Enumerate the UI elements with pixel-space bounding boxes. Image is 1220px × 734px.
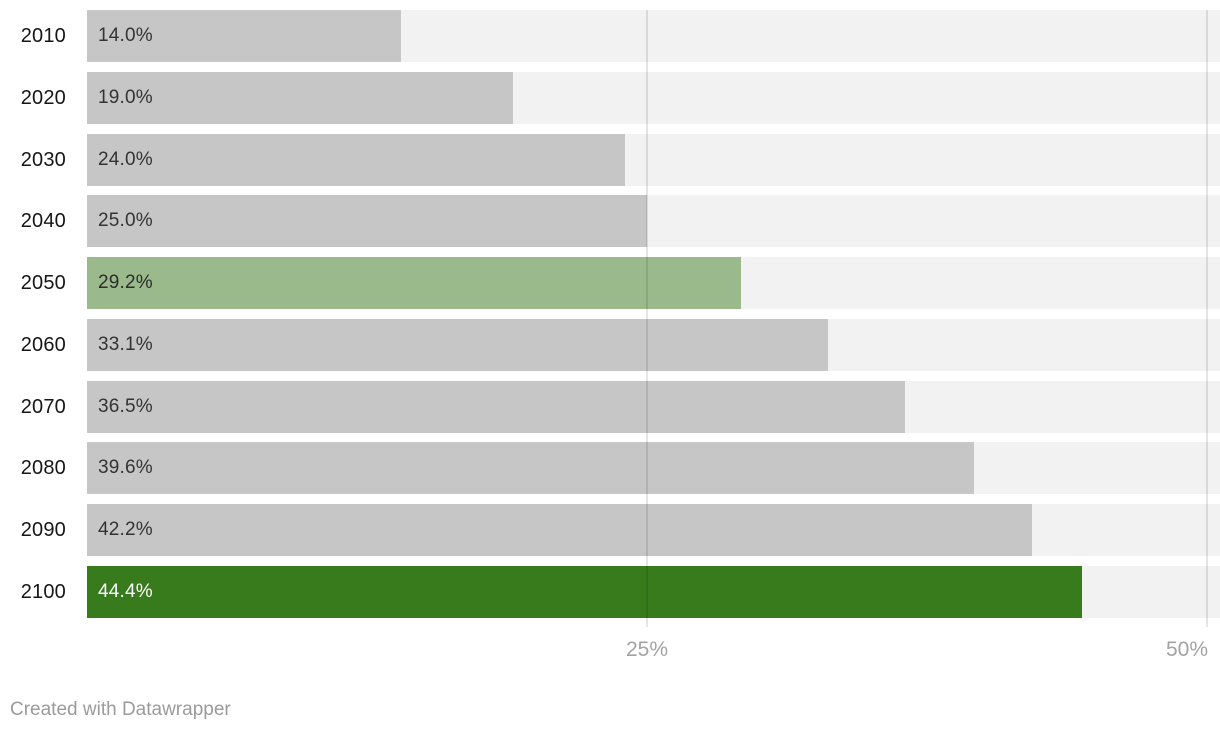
- value-label: 44.4%: [98, 581, 153, 602]
- value-label: 36.5%: [98, 396, 153, 417]
- bar-track: 29.2%: [87, 257, 1220, 309]
- bar-track: 25.0%: [87, 195, 1220, 247]
- bar-track: 14.0%: [87, 10, 1220, 62]
- bar-row-2020: 2020 19.0%: [0, 72, 1220, 124]
- bar-track: 39.6%: [87, 442, 1220, 494]
- bar-2050: 29.2%: [87, 257, 742, 309]
- category-label: 2030: [20, 148, 66, 171]
- datawrapper-credit-link[interactable]: Created with Datawrapper: [10, 699, 231, 720]
- category-label: 2040: [20, 209, 66, 232]
- value-label: 39.6%: [98, 457, 153, 478]
- bar-row-2090: 2090 42.2%: [0, 504, 1220, 556]
- bar-2090: 42.2%: [87, 504, 1033, 556]
- bar-2070: 36.5%: [87, 381, 905, 433]
- bar-track: 36.5%: [87, 381, 1220, 433]
- value-label: 14.0%: [98, 25, 153, 46]
- category-label: 2010: [20, 24, 66, 47]
- value-label: 29.2%: [98, 272, 153, 293]
- x-tick-label-50: 50%: [1165, 638, 1208, 661]
- category-label: 2050: [20, 271, 66, 294]
- bar-track: 44.4%: [87, 566, 1220, 618]
- bar-row-2040: 2040 25.0%: [0, 195, 1220, 247]
- value-label: 33.1%: [98, 334, 153, 355]
- category-label: 2100: [20, 580, 66, 603]
- bar-track: 42.2%: [87, 504, 1220, 556]
- bar-2040: 25.0%: [87, 195, 647, 247]
- category-label: 2070: [20, 395, 66, 418]
- x-tick-label-25: 25%: [625, 638, 669, 661]
- bar-2100: 44.4%: [87, 566, 1082, 618]
- bar-row-2070: 2070 36.5%: [0, 381, 1220, 433]
- bar-2030: 24.0%: [87, 134, 625, 186]
- bar-track: 33.1%: [87, 319, 1220, 371]
- value-label: 24.0%: [98, 149, 153, 170]
- bar-row-2050: 2050 29.2%: [0, 257, 1220, 309]
- bar-2060: 33.1%: [87, 319, 829, 371]
- value-label: 42.2%: [98, 519, 153, 540]
- bar-row-2030: 2030 24.0%: [0, 134, 1220, 186]
- bar-track: 19.0%: [87, 72, 1220, 124]
- chart-footer: Created with Datawrapper: [10, 699, 231, 721]
- x-gridline-25: [646, 10, 648, 627]
- bar-row-2080: 2080 39.6%: [0, 442, 1220, 494]
- bar-row-2100: 2100 44.4%: [0, 566, 1220, 618]
- category-label: 2080: [20, 456, 66, 479]
- bar-2080: 39.6%: [87, 442, 975, 494]
- value-label: 25.0%: [98, 210, 153, 231]
- category-label: 2090: [20, 518, 66, 541]
- bar-2020: 19.0%: [87, 72, 513, 124]
- bar-row-2010: 2010 14.0%: [0, 10, 1220, 62]
- category-label: 2020: [20, 86, 66, 109]
- bar-2010: 14.0%: [87, 10, 401, 62]
- bar-row-2060: 2060 33.1%: [0, 319, 1220, 371]
- value-label: 19.0%: [98, 87, 153, 108]
- x-gridline-50: [1206, 10, 1208, 627]
- bar-track: 24.0%: [87, 134, 1220, 186]
- category-label: 2060: [20, 333, 66, 356]
